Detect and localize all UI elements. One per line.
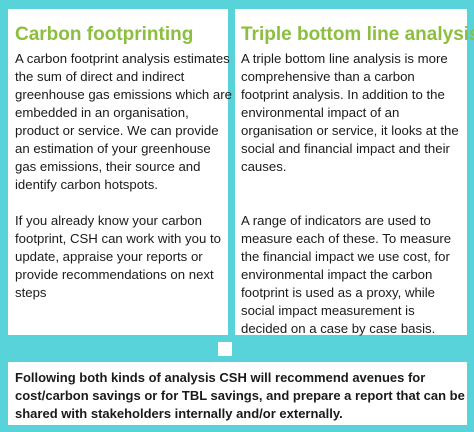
- text-line: provide recommendations on next: [15, 267, 214, 282]
- text-line: If you already know your carbon: [15, 213, 202, 228]
- summary-text: Following both kinds of analysis CSH wil…: [15, 369, 467, 423]
- triple-bottom-line-panel: Triple bottom line analysis A triple bot…: [235, 9, 474, 338]
- text-line: the sum of direct and indirect: [15, 69, 185, 84]
- text-line: product or service. We can provide: [15, 123, 219, 138]
- text-line: comprehensive than a carbon: [241, 69, 415, 84]
- carbon-footprinting-paragraph-2: If you already know your carbon footprin…: [15, 212, 228, 302]
- carbon-footprinting-heading: Carbon footprinting: [15, 24, 194, 45]
- text-line: update, appraise your reports or: [15, 249, 203, 264]
- text-line: environmental impact of an: [241, 105, 400, 120]
- text-line: social and financial impact and their: [241, 141, 450, 156]
- text-line: organisation or service, it looks at the: [241, 123, 459, 138]
- summary-panel: Following both kinds of analysis CSH wil…: [8, 362, 467, 425]
- text-line: A range of indicators are used to: [241, 213, 431, 228]
- text-line: decided on a case by case basis.: [241, 321, 436, 336]
- text-line: causes.: [241, 159, 287, 174]
- text-line: footprint analysis. In addition to the: [241, 87, 445, 102]
- text-line: Following both kinds of analysis CSH wil…: [15, 370, 426, 385]
- text-line: environmental impact the carbon: [241, 267, 433, 282]
- text-line: shared with stakeholders internally and/…: [15, 406, 343, 421]
- text-line: the financial impact we use cost, for: [241, 249, 450, 264]
- text-line: gas emissions, their source and: [15, 159, 201, 174]
- text-line: identify carbon hotspots.: [15, 177, 158, 192]
- triple-bottom-line-paragraph-1: A triple bottom line analysis is more co…: [241, 50, 467, 176]
- carbon-footprinting-paragraph-1: A carbon footprint analysis estimates th…: [15, 50, 232, 194]
- text-line: greenhouse gas emissions which are: [15, 87, 232, 102]
- text-line: measure each of these. To measure: [241, 231, 452, 246]
- text-line: social impact measurement is: [241, 303, 415, 318]
- text-line: footprint is used as a proxy, while: [241, 285, 435, 300]
- triple-bottom-line-paragraph-2: A range of indicators are used to measur…: [241, 212, 467, 338]
- triple-bottom-line-heading: Triple bottom line analysis: [241, 24, 474, 45]
- text-line: embedded in an organisation,: [15, 105, 189, 120]
- connector-square: [214, 338, 236, 360]
- text-line: A triple bottom line analysis is more: [241, 51, 448, 66]
- text-line: A carbon footprint analysis estimates: [15, 51, 230, 66]
- text-line: footprint, CSH can work with you to: [15, 231, 221, 246]
- text-line: steps: [15, 285, 47, 300]
- text-line: cost/carbon savings or for TBL savings, …: [15, 388, 465, 403]
- text-line: an estimation of your greenhouse: [15, 141, 211, 156]
- carbon-footprinting-panel: Carbon footprinting A carbon footprint a…: [8, 9, 232, 335]
